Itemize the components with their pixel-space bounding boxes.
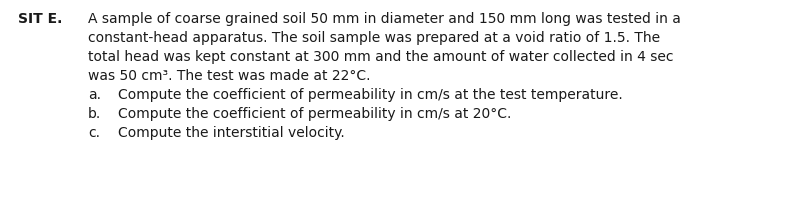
Text: Compute the interstitial velocity.: Compute the interstitial velocity.: [118, 125, 344, 139]
Text: Compute the coefficient of permeability in cm/s at the test temperature.: Compute the coefficient of permeability …: [118, 88, 622, 102]
Text: a.: a.: [88, 88, 101, 102]
Text: was 50 cm³. The test was made at 22°C.: was 50 cm³. The test was made at 22°C.: [88, 69, 370, 83]
Text: A sample of coarse grained soil 50 mm in diameter and 150 mm long was tested in : A sample of coarse grained soil 50 mm in…: [88, 12, 680, 26]
Text: constant-head apparatus. The soil sample was prepared at a void ratio of 1.5. Th: constant-head apparatus. The soil sample…: [88, 31, 659, 45]
Text: b.: b.: [88, 107, 101, 121]
Text: Compute the coefficient of permeability in cm/s at 20°C.: Compute the coefficient of permeability …: [118, 107, 511, 121]
Text: c.: c.: [88, 125, 100, 139]
Text: SIT E.: SIT E.: [18, 12, 63, 26]
Text: total head was kept constant at 300 mm and the amount of water collected in 4 se: total head was kept constant at 300 mm a…: [88, 50, 673, 64]
